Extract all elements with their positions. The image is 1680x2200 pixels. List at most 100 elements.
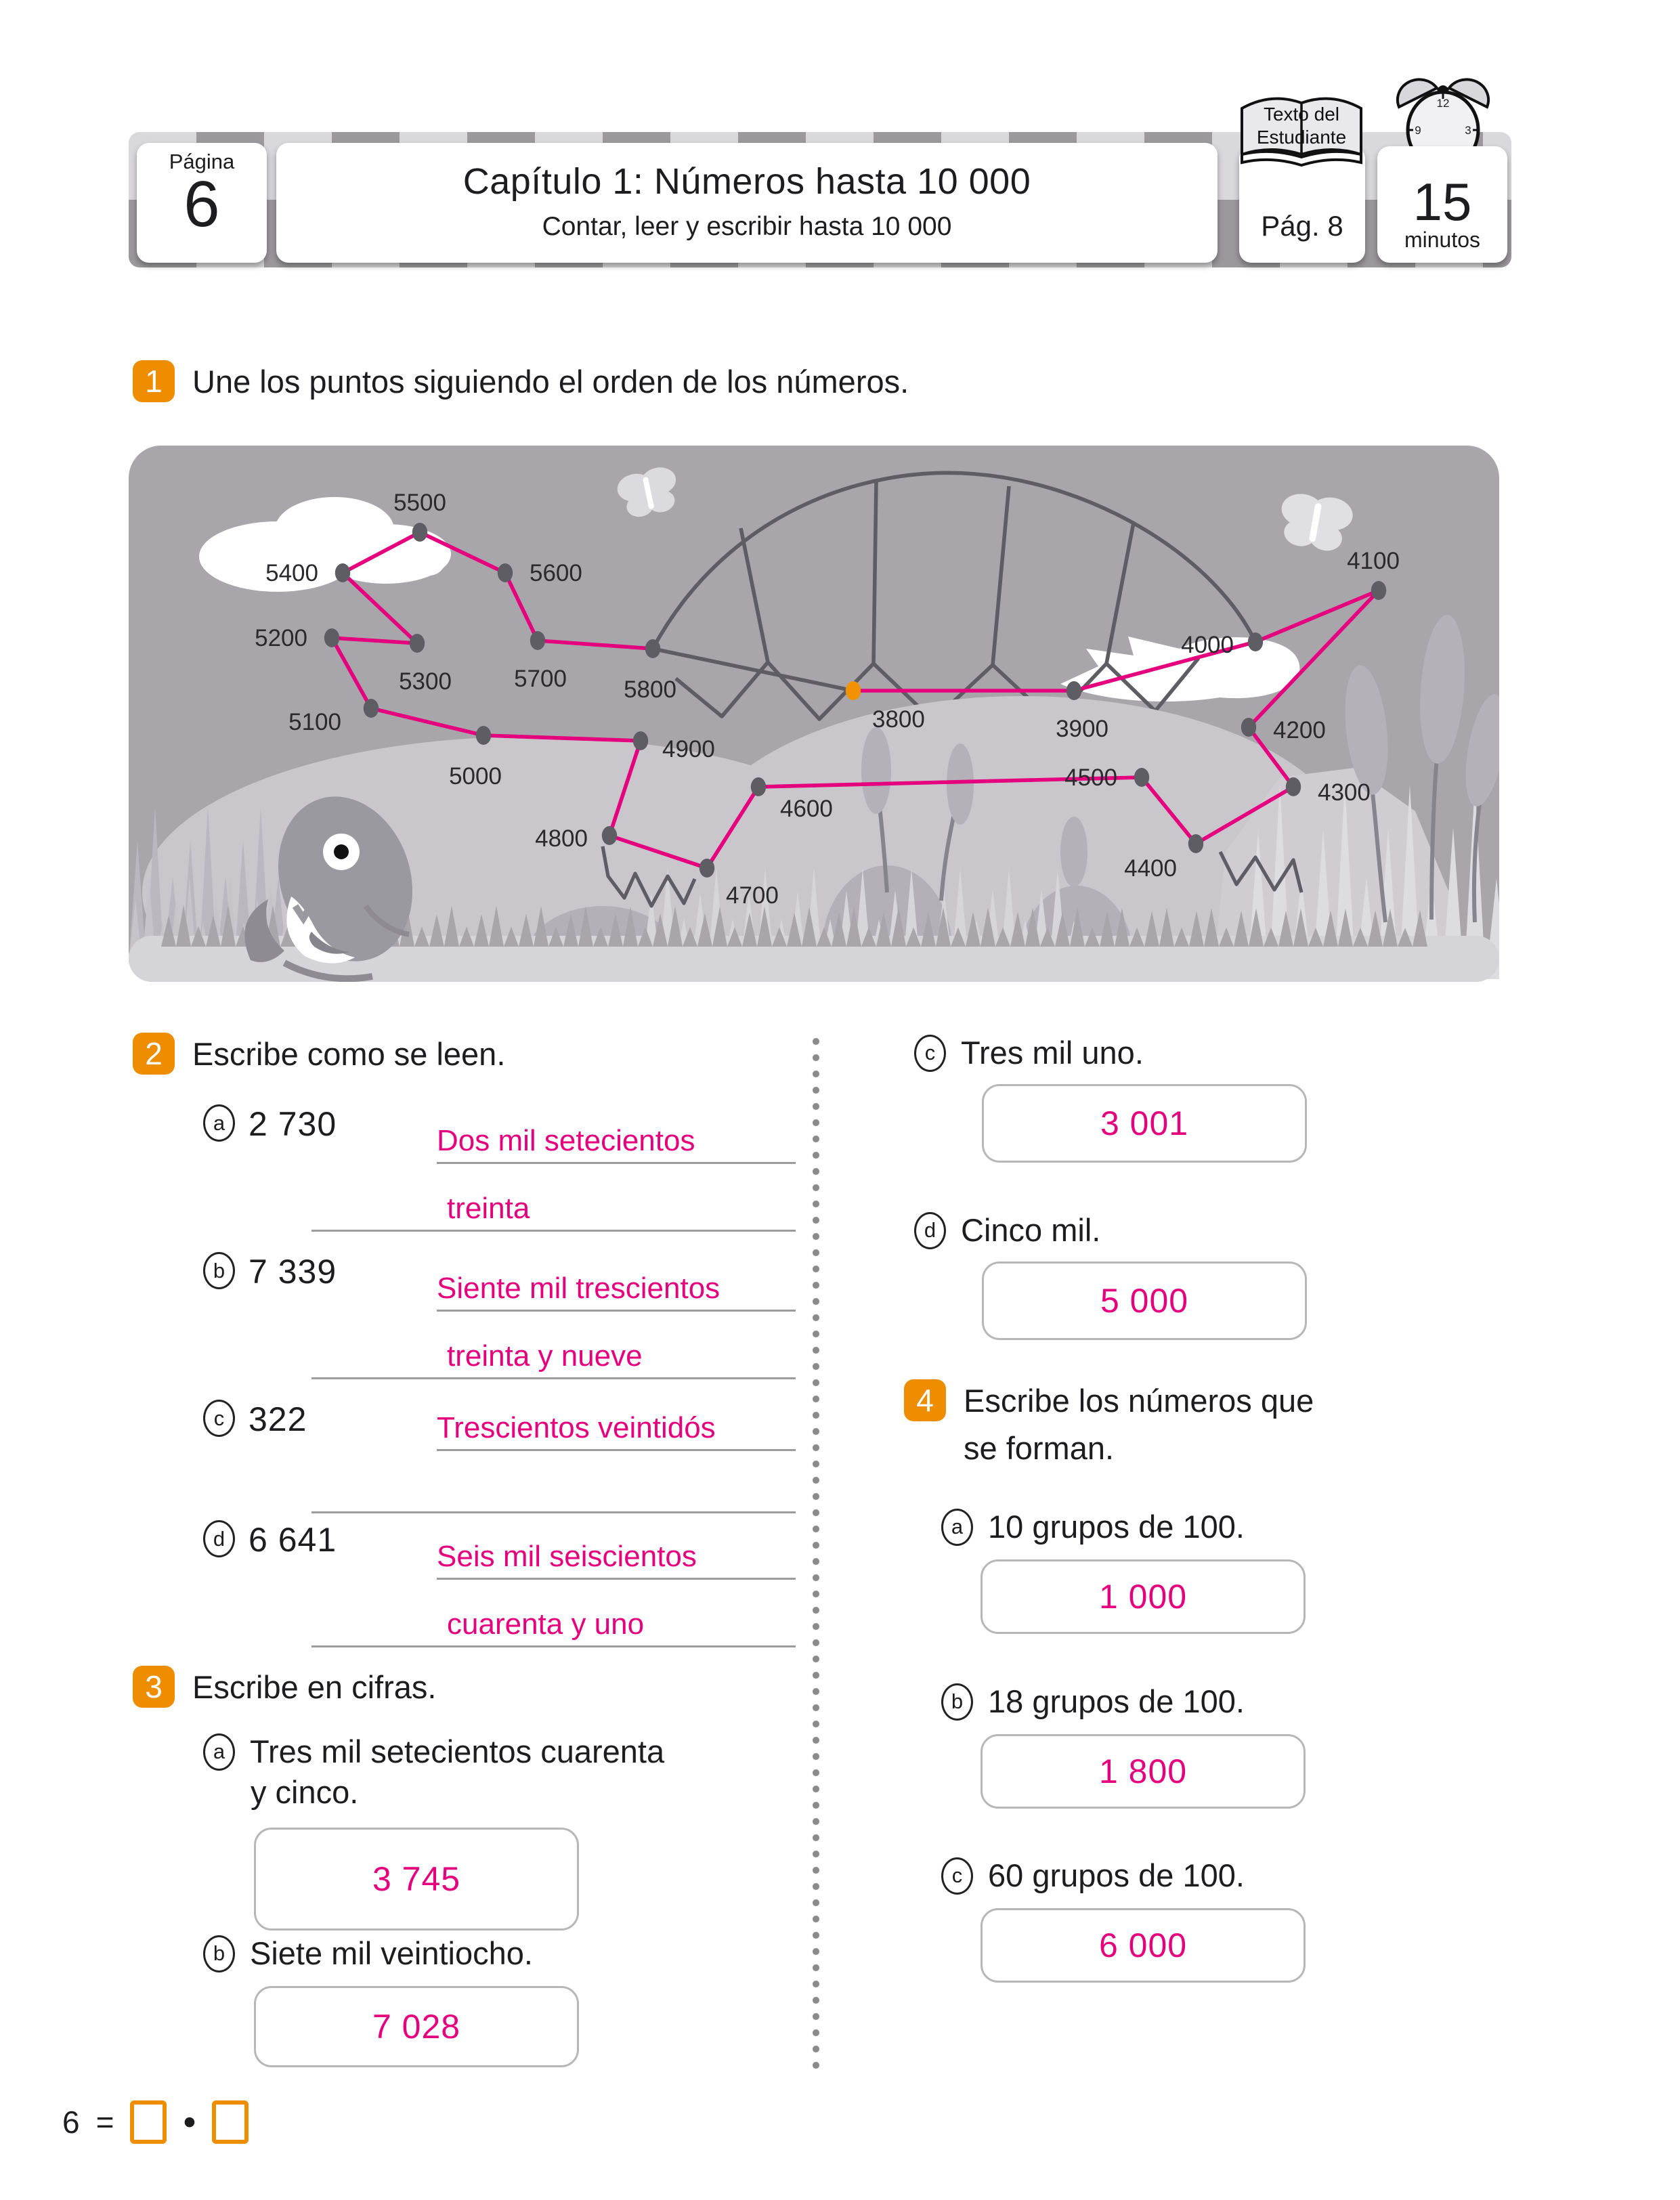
item-letter: c [941,1857,973,1895]
footer-page-number: 6 [62,2105,80,2140]
puzzle-dot-4400[interactable] [1188,834,1204,853]
answer-box[interactable]: 1 000 [981,1559,1306,1634]
page-label: Página [169,150,235,173]
puzzle-dot-4100[interactable] [1371,581,1387,600]
puzzle-dot-4900[interactable] [632,731,649,750]
exercise3-title: Escribe en cifras. [192,1668,437,1705]
exercise2-title: Escribe como se leen. [192,1035,506,1072]
svg-text:9: 9 [1415,124,1421,137]
puzzle-label-4700: 4700 [726,882,779,909]
puzzle-dot-4600[interactable] [750,777,767,796]
student-text-page-panel: Pág. 8 [1239,146,1365,263]
footer-answer-box[interactable] [212,2100,249,2144]
exercise4-number-badge: 4 [904,1379,946,1421]
exercise2-header: 2 Escribe como se leen. [133,1033,505,1075]
svg-text:3: 3 [1465,124,1471,137]
puzzle-label-5200: 5200 [255,625,307,651]
puzzle-dot-5400[interactable] [335,563,351,582]
item-letter: a [203,1733,235,1771]
puzzle-dot-4700[interactable] [699,859,715,878]
puzzle-label-4500: 4500 [1064,764,1117,791]
item-letter: b [203,1252,235,1289]
puzzle-label-5600: 5600 [530,560,582,586]
exercise1-header: 1 Une los puntos siguiendo el orden de l… [133,360,909,402]
puzzle-label-4300: 4300 [1318,779,1371,806]
puzzle-dot-4000[interactable] [1247,632,1264,651]
dot-to-dot-scene: 3800 3900 4000 4100 4200 4300 4400 4500 4600 4700… [129,446,1499,982]
puzzle-label-3900: 3900 [1056,716,1108,742]
item-number: 7 339 [249,1253,337,1291]
item-prompt: Tres mil uno. [961,1035,1144,1071]
grass-fringe [161,905,1427,947]
item-prompt: Siete mil veintiocho. [250,1935,533,1971]
answer-box[interactable]: 7 028 [254,1986,579,2067]
exercise1-prompt: Une los puntos siguiendo el orden de los… [192,363,909,400]
puzzle-dot-3900[interactable] [1066,681,1082,700]
answer-line[interactable]: cuarenta y uno [311,1580,796,1647]
exercise2-item-a: a 2 730 Dos mil setecientos treinta [203,1100,796,1232]
puzzle-label-5000: 5000 [449,763,502,790]
puzzle-label-5500: 5500 [393,490,446,516]
puzzle-dot-5500[interactable] [412,523,428,542]
puzzle-dot-4300[interactable] [1285,777,1301,796]
puzzle-label-4600: 4600 [780,796,833,822]
exercise2-item-d: d 6 641 Seis mil seiscientos cuarenta y … [203,1516,796,1647]
puzzle-label-5300: 5300 [399,668,452,695]
answer-line[interactable]: Siente mil trescientos [437,1248,796,1312]
chapter-title: Capítulo 1: Números hasta 10 000 [462,161,1031,202]
puzzle-dot-5300[interactable] [409,634,425,653]
puzzle-dot-4200[interactable] [1241,718,1257,737]
exercise4-item-b: b 18 grupos de 100. 1 800 [941,1681,1517,1809]
turtle-claws [601,846,1304,908]
item-letter: d [914,1211,946,1249]
plants [861,615,1499,923]
answer-line[interactable]: treinta [311,1164,796,1232]
student-text-label: Texto del Estudiante [1256,104,1347,148]
item-prompt: y cinco. [251,1774,359,1810]
answer-box[interactable]: 1 800 [981,1734,1306,1809]
puzzle-dot-4800[interactable] [601,826,618,845]
puzzle-dot-4500[interactable] [1134,768,1150,787]
puzzle-label-4800: 4800 [535,825,588,852]
student-text-page: Pág. 8 [1261,210,1343,242]
item-letter: b [941,1683,973,1721]
answer-box[interactable]: 5 000 [982,1261,1307,1340]
puzzle-dot-3800[interactable] [845,681,861,700]
dot-to-dot-layer: 3800 3900 4000 4100 4200 4300 4400 4500 4600 4700… [255,490,1400,909]
answer-box[interactable]: 3 001 [982,1084,1307,1163]
answer-box[interactable]: 3 745 [254,1828,579,1931]
answer-line[interactable]: Seis mil seiscientos [437,1516,796,1580]
item-prompt: Cinco mil. [961,1212,1101,1248]
item-letter: a [203,1104,235,1142]
item-prompt: 10 grupos de 100. [988,1509,1245,1545]
exercise3-header: 3 Escribe en cifras. [133,1666,436,1708]
time-value: 15 [1413,172,1472,232]
fish [244,796,413,982]
exercise3-item-a: a Tres mil setecientos cuarenta y cinco.… [203,1731,796,1931]
footer-answer-box[interactable] [130,2100,167,2144]
chapter-title-panel: Capítulo 1: Números hasta 10 000 Contar,… [276,143,1218,263]
exercise4-title: Escribe los números que [964,1382,1314,1419]
puzzle-label-4100: 4100 [1347,548,1400,574]
answer-line[interactable]: treinta y nueve [311,1312,796,1379]
puzzle-dot-5200[interactable] [324,628,340,647]
time-panel: 15 minutos [1377,146,1507,263]
item-prompt: 18 grupos de 100. [988,1683,1245,1719]
puzzle-dot-5700[interactable] [530,631,546,650]
bottom-band [129,936,1499,982]
puzzle-dot-5600[interactable] [497,563,513,582]
answer-line[interactable] [311,1451,796,1513]
puzzle-dot-5000[interactable] [475,726,492,745]
item-prompt: Tres mil setecientos cuarenta [250,1733,665,1769]
answer-box[interactable]: 6 000 [981,1908,1306,1983]
answer-line[interactable]: Trescientos veintidós [437,1396,796,1451]
puzzle-dot-5800[interactable] [645,639,661,658]
item-prompt: 60 grupos de 100. [988,1857,1245,1893]
exercise3-item-d: d Cinco mil. 5 000 [914,1210,1517,1340]
column-separator [812,1033,820,2076]
answer-line[interactable]: Dos mil setecientos [437,1100,796,1164]
puzzle-label-4400: 4400 [1124,855,1177,882]
exercise3-number-badge: 3 [133,1666,175,1708]
puzzle-dot-5100[interactable] [363,699,379,718]
puzzle-label-4900: 4900 [662,736,715,762]
